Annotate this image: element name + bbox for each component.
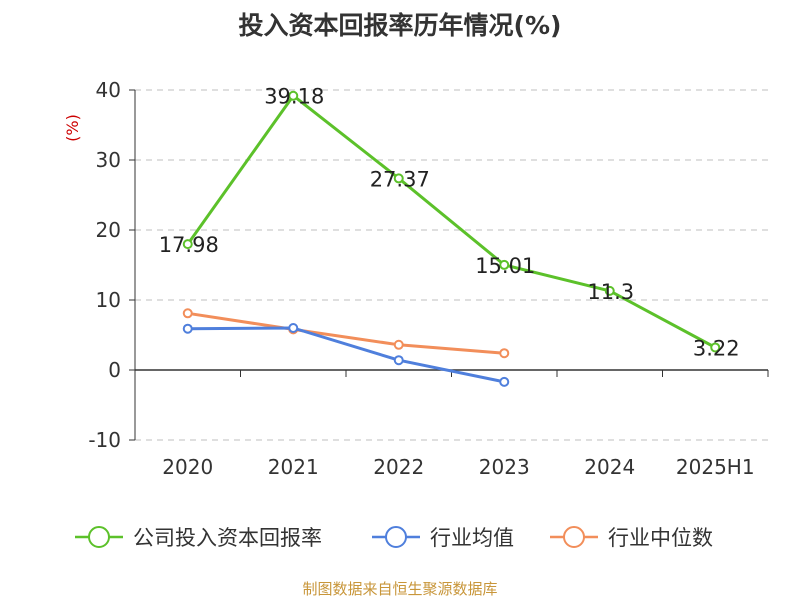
data-point xyxy=(288,323,299,333)
data-point xyxy=(182,239,193,250)
legend: 公司投入资本回报率 行业均值 行业中位数 xyxy=(75,526,713,550)
data-point xyxy=(499,259,510,270)
y-tick-label: 20 xyxy=(96,218,121,242)
data-point xyxy=(710,342,721,353)
data-labels: 17.98 39.18 27.37 15.01 11.3 3.22 xyxy=(159,85,740,361)
x-tick-label: 2025H1 xyxy=(676,455,755,479)
data-point xyxy=(499,348,510,359)
data-point xyxy=(288,90,299,101)
data-label: 3.22 xyxy=(693,336,740,360)
series-line xyxy=(187,311,505,355)
x-tick-label: 2021 xyxy=(268,455,319,479)
data-point xyxy=(393,339,404,350)
grid-lines xyxy=(135,89,768,441)
series-group xyxy=(182,90,721,387)
data-point xyxy=(182,308,193,319)
x-tick-label: 2024 xyxy=(584,455,635,479)
data-point xyxy=(182,323,193,334)
data-point xyxy=(393,173,404,184)
data-source-note: 制图数据来自恒生聚源数据库 xyxy=(302,580,498,598)
data-label: 11.3 xyxy=(587,280,634,304)
data-label: 27.37 xyxy=(370,167,430,191)
legend-label: 行业均值 xyxy=(430,526,514,550)
series-line xyxy=(187,326,505,384)
data-label: 39.18 xyxy=(264,85,324,109)
y-tick-label: -10 xyxy=(88,428,121,452)
y-tick-label: 0 xyxy=(108,358,121,382)
x-tick-label: 2023 xyxy=(479,455,530,479)
axes: -10 0 10 20 30 40 2020 2021 2022 2023 2024 2025H1 xyxy=(88,78,769,479)
x-tick-label: 2022 xyxy=(373,455,424,479)
y-axis-label: (%) xyxy=(63,114,82,142)
y-tick-label: 10 xyxy=(96,288,121,312)
legend-marker-icon xyxy=(385,526,407,548)
legend-item[interactable]: 公司投入资本回报率 xyxy=(75,526,322,550)
series-line xyxy=(186,94,717,349)
x-tick-label: 2020 xyxy=(162,455,213,479)
data-point xyxy=(604,285,615,296)
legend-marker-icon xyxy=(88,526,110,548)
legend-item[interactable]: 行业中位数 xyxy=(550,526,713,550)
data-point xyxy=(393,355,404,366)
data-label: 15.01 xyxy=(475,254,535,278)
legend-label: 公司投入资本回报率 xyxy=(133,526,322,550)
legend-marker-icon xyxy=(563,526,585,548)
y-tick-label: 40 xyxy=(96,78,121,102)
chart-title: 投入资本回报率历年情况(%) xyxy=(238,11,562,40)
y-tick-label: 30 xyxy=(96,148,121,172)
data-label: 17.98 xyxy=(159,233,219,257)
data-point xyxy=(499,376,510,387)
legend-item[interactable]: 行业均值 xyxy=(372,526,514,550)
legend-label: 行业中位数 xyxy=(608,526,713,550)
